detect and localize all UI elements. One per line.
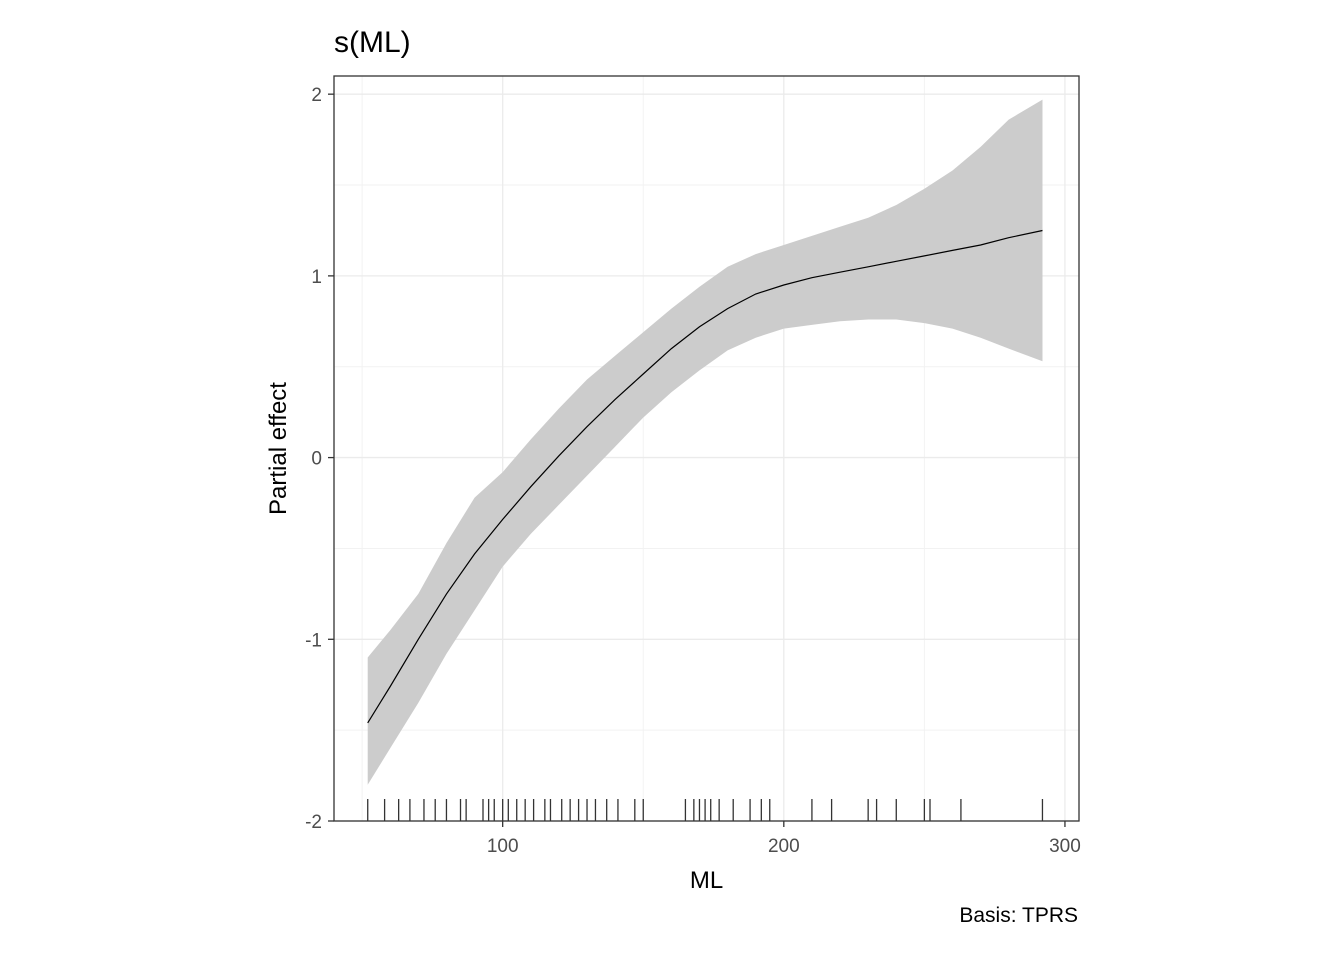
axis-layer: 100 200 300 -2 -1 0 1 2 ML Partial effect (265, 75, 1081, 894)
x-tick-label: 300 (1049, 836, 1081, 857)
confidence-band (367, 99, 1043, 785)
smooth-line-layer (367, 229, 1043, 724)
chart-title: s(ML) (334, 26, 411, 59)
y-tick-label: -1 (305, 630, 322, 651)
x-axis-title: ML (690, 867, 723, 894)
chart-caption: Basis: TPRS (959, 904, 1078, 927)
y-tick-label: 1 (311, 267, 322, 288)
panel-border (333, 75, 1080, 822)
y-tick-label: 0 (311, 449, 322, 470)
rug-layer (367, 799, 1044, 821)
x-tick-label: 200 (768, 836, 800, 857)
confidence-band-layer (367, 99, 1043, 785)
x-tick-label: 100 (487, 836, 519, 857)
y-tick-label: 2 (311, 85, 322, 106)
y-tick-label: -2 (305, 812, 322, 833)
y-axis-title: Partial effect (265, 382, 292, 515)
smooth-effect-line (367, 229, 1043, 724)
